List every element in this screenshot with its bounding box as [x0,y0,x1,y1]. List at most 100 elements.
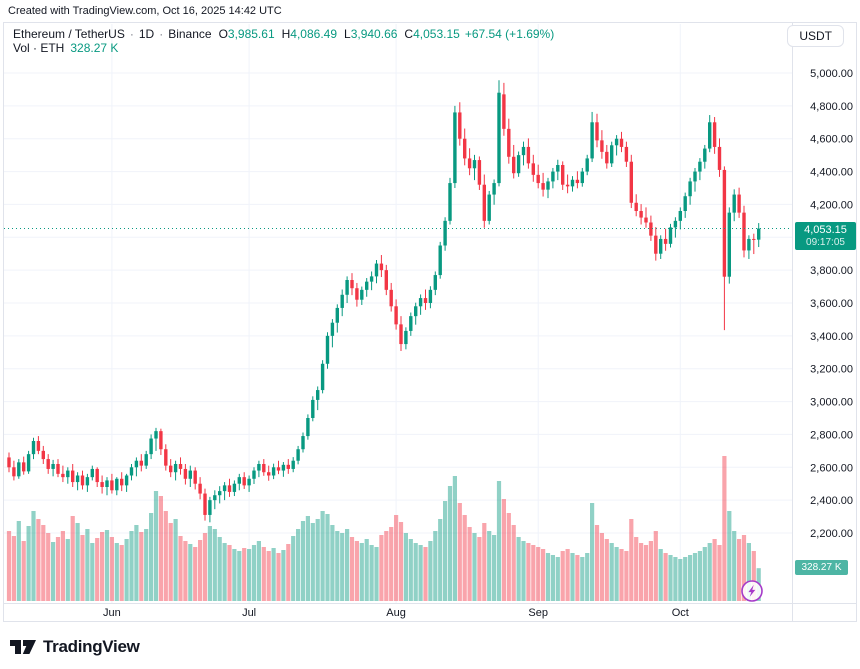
volume-bar [349,537,355,601]
candle [384,270,388,290]
candle [703,148,707,162]
currency-button[interactable]: USDT [787,25,844,47]
volume-bar [545,553,551,601]
candle [389,289,393,307]
tradingview-logo[interactable]: TradingView [10,637,140,657]
candle [409,316,413,331]
volume-bar [46,533,51,601]
volume-bar [398,522,404,601]
price-axis-label: 4,800.00 [810,101,853,113]
quote-open: O3,985.61 [218,27,275,41]
volume-bar [271,548,276,601]
volume-bar [570,553,575,601]
candle [654,235,658,254]
volume-bar [746,543,751,601]
volume-bar [722,456,727,601]
volume-bar [310,523,315,601]
candle [663,238,668,244]
volume-bar [648,541,653,601]
time-scale[interactable] [4,603,792,621]
candle [732,194,736,213]
price-scale[interactable] [792,22,860,603]
volume-bar [281,550,286,601]
candle [673,220,678,228]
volume-bar [408,539,413,601]
price-axis-label: 2,600.00 [810,462,853,474]
candle [507,128,511,157]
volume-bar [555,557,560,601]
volume-bar [590,503,595,601]
candle [320,363,325,391]
candle [95,468,99,483]
candle [624,146,629,162]
volume-bar [501,499,506,601]
volume-bar [619,549,624,601]
candle [708,122,712,149]
volume-bar [732,531,737,601]
volume-bar [364,539,369,601]
candle [757,228,761,240]
candle [144,454,148,466]
price-axis-label: 2,400.00 [810,495,853,507]
interval-label: 1D [138,27,155,41]
volume-bar [104,530,110,601]
volume-bar [109,537,114,601]
candle [149,438,153,455]
volume-bar [119,545,124,601]
separator-dot: · [129,27,134,41]
candle [218,491,222,496]
volume-bar [560,551,565,601]
candle [379,263,384,271]
price-axis-label: 4,600.00 [810,134,853,146]
candle [17,462,21,477]
candle [41,450,45,460]
volume-bar [737,539,742,601]
volume-bar [345,529,350,601]
volume-bar [575,555,580,601]
candle [120,478,124,486]
candle [423,298,428,303]
volume-bar [315,519,320,601]
volume-bar [717,545,722,601]
candle [301,436,305,450]
candle [124,475,129,486]
volume-bar [163,511,168,601]
candle [727,212,731,277]
candle [178,464,183,469]
volume-bar [531,545,536,601]
candle [595,122,599,141]
candle [36,441,41,451]
volume-bar [261,547,266,601]
volume-bar [85,529,90,601]
candle [575,179,580,184]
candle [487,194,491,221]
volume-bar [438,519,443,601]
candle [531,163,535,175]
volume-bar [80,535,85,601]
candle [629,161,633,203]
volume-bar [335,531,340,601]
lightning-button[interactable] [740,579,764,603]
candle [198,483,202,494]
candle [286,464,290,469]
candle [580,171,584,184]
volume-bar [124,539,129,601]
volume-bar [6,531,12,601]
candle [159,431,163,450]
candle [463,138,467,159]
separator-dot: · [159,27,164,41]
price-axis-label: 3,000.00 [810,397,853,409]
volume-bar [389,527,394,601]
bar-countdown: 09:17:05 [806,237,845,248]
volume-bar [614,547,619,601]
candle [296,449,300,461]
volume-bar [256,541,261,601]
volume-bar [599,533,604,601]
volume-bar [168,523,173,601]
volume-bar [487,531,492,601]
volume-bar [55,537,61,601]
candle [448,183,452,221]
price-axis-label: 3,400.00 [810,331,853,343]
symbol-info-row: Ethereum / TetherUS · 1D · Binance O3,98… [13,27,554,41]
